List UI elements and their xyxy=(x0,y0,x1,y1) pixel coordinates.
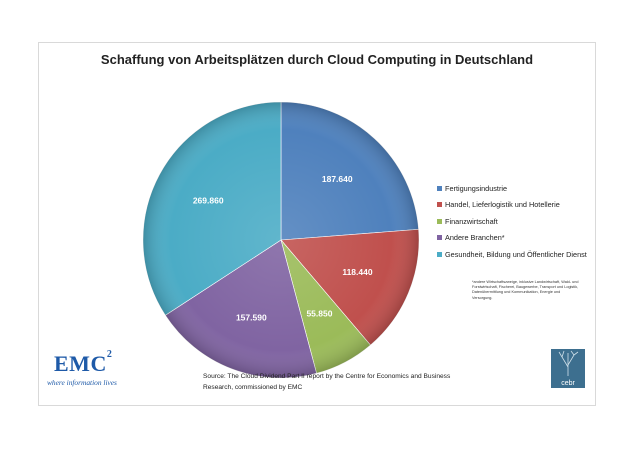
pie-chart: 187.640 118.440 55.850 157.590 269.860 xyxy=(142,101,420,379)
emc-name: EMC xyxy=(54,351,107,376)
data-label-1: 187.640 xyxy=(322,174,353,184)
legend-swatch xyxy=(437,235,442,241)
legend-label: Andere Branchen* xyxy=(445,233,505,243)
data-label-5: 269.860 xyxy=(193,196,224,206)
legend-swatch xyxy=(437,185,442,191)
emc-tagline: where information lives xyxy=(47,378,117,387)
footnote: *andere Wirtschaftszweige, inklusive Lan… xyxy=(472,280,579,300)
cebr-tree-icon xyxy=(558,350,579,376)
data-label-2: 118.440 xyxy=(342,267,373,277)
data-label-4: 157.590 xyxy=(236,312,267,322)
source-text: Source: The Cloud Dividend Part II repor… xyxy=(203,373,451,391)
chart-title: Schaffung von Arbeitsplätzen durch Cloud… xyxy=(100,52,534,67)
legend-item-5: Gesundheit, Bildung und Öffentlicher Die… xyxy=(437,246,587,263)
cebr-logo: cebr xyxy=(551,349,585,388)
legend-item-4: Andere Branchen* xyxy=(437,230,587,247)
emc-logo: EMC2 where information lives xyxy=(47,349,147,391)
legend-item-3: Finanzwirtschaft xyxy=(437,213,587,230)
legend-label: Gesundheit, Bildung und Öffentlicher Die… xyxy=(445,249,587,259)
emc-superscript: 2 xyxy=(106,349,113,360)
legend-label: Finanzwirtschaft xyxy=(445,216,498,226)
legend-label: Fertigungsindustrie xyxy=(445,183,508,193)
legend-swatch xyxy=(437,251,442,257)
emc-wordmark: EMC2 xyxy=(54,349,113,377)
legend-item-1: Fertigungsindustrie xyxy=(437,180,587,197)
data-label-3: 55.850 xyxy=(306,308,332,318)
legend-label: Handel, Lieferlogistik und Hotellerie xyxy=(445,200,560,210)
chart-card: Schaffung von Arbeitsplätzen durch Cloud… xyxy=(38,42,596,406)
legend-swatch xyxy=(437,202,442,208)
legend-swatch xyxy=(437,218,442,224)
chart-legend: Fertigungsindustrie Handel, Lieferlogisti… xyxy=(437,180,587,263)
cebr-name: cebr xyxy=(561,380,575,387)
pie-shading xyxy=(143,102,419,378)
legend-item-2: Handel, Lieferlogistik und Hotellerie xyxy=(437,197,587,214)
